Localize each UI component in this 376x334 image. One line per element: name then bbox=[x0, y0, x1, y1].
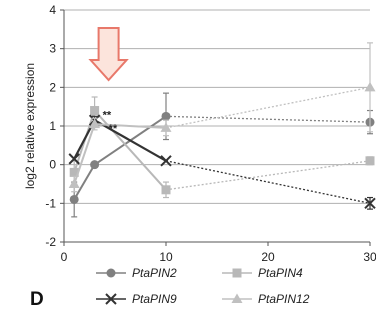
data-point bbox=[364, 197, 376, 210]
data-point bbox=[89, 118, 101, 129]
series-ptapin9 bbox=[73, 115, 373, 210]
y-tick-label: -2 bbox=[45, 235, 56, 249]
y-tick-label: 4 bbox=[49, 3, 56, 17]
significance-mark: ** bbox=[109, 123, 118, 135]
legend-item: PtaPIN9 bbox=[96, 292, 177, 306]
x-tick-label: 30 bbox=[363, 250, 376, 264]
legend-item: PtaPIN12 bbox=[222, 292, 310, 306]
x-tick-label: 20 bbox=[261, 250, 275, 264]
legend-label: PtaPIN2 bbox=[132, 266, 177, 280]
legend-item: PtaPIN2 bbox=[96, 266, 177, 280]
data-point bbox=[364, 81, 376, 92]
x-tick-label: 0 bbox=[61, 250, 68, 264]
legend-item: PtaPIN4 bbox=[222, 266, 303, 280]
y-tick-label: 0 bbox=[49, 158, 56, 172]
legend-marker bbox=[105, 293, 117, 305]
legend-marker bbox=[231, 293, 243, 303]
series-ptapin4 bbox=[71, 96, 373, 199]
x-tick-label: 10 bbox=[159, 250, 173, 264]
series-line-segment bbox=[165, 160, 371, 204]
series-line-segment bbox=[73, 164, 96, 200]
series-ptapin2 bbox=[71, 92, 373, 218]
legend-label: PtaPIN4 bbox=[258, 266, 303, 280]
y-tick-label: -1 bbox=[45, 196, 56, 210]
series-line-segment bbox=[94, 123, 167, 129]
data-point bbox=[69, 167, 79, 177]
series-line-segment bbox=[165, 115, 371, 123]
data-point bbox=[160, 122, 172, 132]
data-point bbox=[160, 155, 172, 167]
series-line-segment bbox=[94, 119, 167, 162]
y-tick-label: 2 bbox=[49, 80, 56, 94]
series-line-segment bbox=[165, 86, 371, 129]
legend-label: PtaPIN9 bbox=[132, 292, 177, 306]
panel-label: D bbox=[30, 289, 44, 310]
legend-marker bbox=[106, 268, 116, 278]
y-tick-label: 3 bbox=[49, 42, 56, 56]
data-point bbox=[90, 106, 100, 116]
legend-label: PtaPIN12 bbox=[258, 292, 310, 306]
data-point bbox=[365, 156, 375, 166]
series-line-segment bbox=[73, 123, 96, 185]
data-point bbox=[90, 160, 100, 170]
data-point bbox=[68, 178, 80, 188]
down-arrow-annotation bbox=[88, 27, 129, 82]
significance-mark: ** bbox=[103, 109, 112, 121]
data-point bbox=[161, 185, 171, 195]
data-point bbox=[68, 153, 80, 165]
data-point bbox=[161, 111, 171, 121]
y-tick-label: 1 bbox=[49, 119, 56, 133]
y-axis-label: log2 relative expression bbox=[23, 63, 37, 189]
legend-marker bbox=[232, 268, 242, 278]
data-point bbox=[69, 194, 79, 204]
